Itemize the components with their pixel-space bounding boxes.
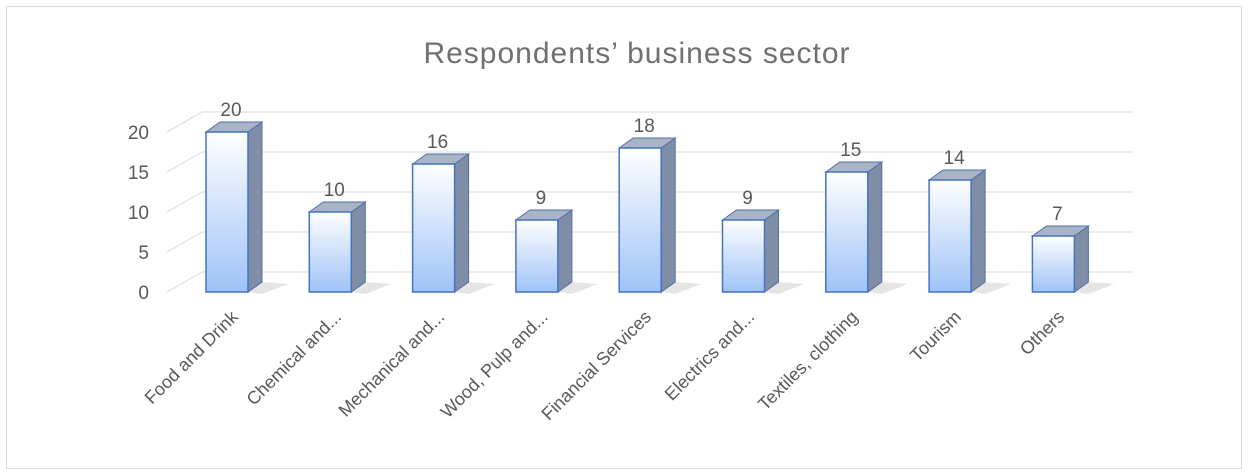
bar: [1030, 225, 1115, 294]
data-label: 7: [1052, 204, 1063, 225]
data-label: 15: [840, 140, 861, 161]
x-tick-label: Financial Services: [538, 307, 655, 424]
bar-front: [618, 147, 662, 293]
chart-title: Respondents’ business sector: [423, 37, 850, 70]
x-tick-label: Mechanical and...: [335, 307, 449, 421]
bar: [927, 169, 1012, 294]
data-label: 18: [634, 116, 655, 137]
bar: [204, 121, 288, 294]
data-label: 10: [324, 180, 345, 201]
bar-side: [1073, 225, 1089, 293]
bar-front: [515, 219, 559, 293]
bar-front: [1031, 235, 1076, 293]
bar-side: [557, 209, 573, 293]
bar: [824, 161, 908, 294]
bar-front: [308, 211, 353, 293]
bar-side: [867, 161, 883, 293]
data-label: 16: [427, 132, 448, 153]
data-label: 9: [742, 188, 753, 209]
gridline: [166, 271, 1133, 293]
x-tick-label: Others: [1016, 307, 1068, 359]
bar-front: [721, 219, 766, 293]
bar: [720, 209, 805, 294]
bar: [307, 201, 392, 294]
bar-chart: Respondents’ business sector 0 5 10 15 20 20…: [128, 37, 1133, 424]
bar-front: [411, 163, 456, 293]
y-axis-ticks: 0 5 10 15 20: [128, 123, 149, 304]
bar: [411, 153, 495, 294]
x-tick-label: Food and Drink: [141, 306, 243, 408]
bars: [204, 121, 1115, 294]
x-tick-label: Electrics and...: [661, 307, 759, 405]
data-label: 9: [536, 188, 547, 209]
data-label: 20: [220, 100, 241, 121]
bar-front: [205, 131, 249, 293]
gridline: [166, 191, 1133, 213]
x-tick-label: Chemical and...: [243, 307, 346, 410]
x-tick-label: Tourism: [906, 307, 965, 366]
x-axis-ticks: Food and Drink Chemical and...Mechanical …: [141, 306, 1069, 424]
chart-frame: Respondents’ business sector 0 5 10 15 20 20…: [6, 6, 1242, 469]
y-tick-label: 20: [128, 123, 149, 144]
y-tick-label: 0: [138, 283, 149, 304]
bar: [514, 209, 598, 294]
y-tick-label: 15: [128, 163, 149, 184]
y-tick-label: 5: [138, 243, 149, 264]
bar-front: [825, 171, 869, 293]
bar-side: [247, 121, 263, 293]
bar-front: [928, 179, 972, 293]
data-label: 14: [944, 148, 966, 169]
gridline: [166, 111, 1133, 133]
x-tick-label: Wood, Pulp and...: [437, 307, 552, 422]
x-tick-label: Textiles, clothing: [754, 307, 862, 415]
bar-side: [970, 169, 986, 293]
y-tick-label: 10: [128, 203, 149, 224]
bar-side: [454, 153, 470, 293]
data-labels: 20 10 16 9 18 9 15 14 7: [220, 100, 1062, 225]
bar-side: [660, 137, 676, 293]
bar: [617, 137, 702, 294]
gridline: [166, 231, 1133, 253]
bar-side: [350, 201, 366, 293]
gridlines: [166, 111, 1133, 293]
bar-side: [764, 209, 779, 293]
gridline: [166, 151, 1133, 173]
